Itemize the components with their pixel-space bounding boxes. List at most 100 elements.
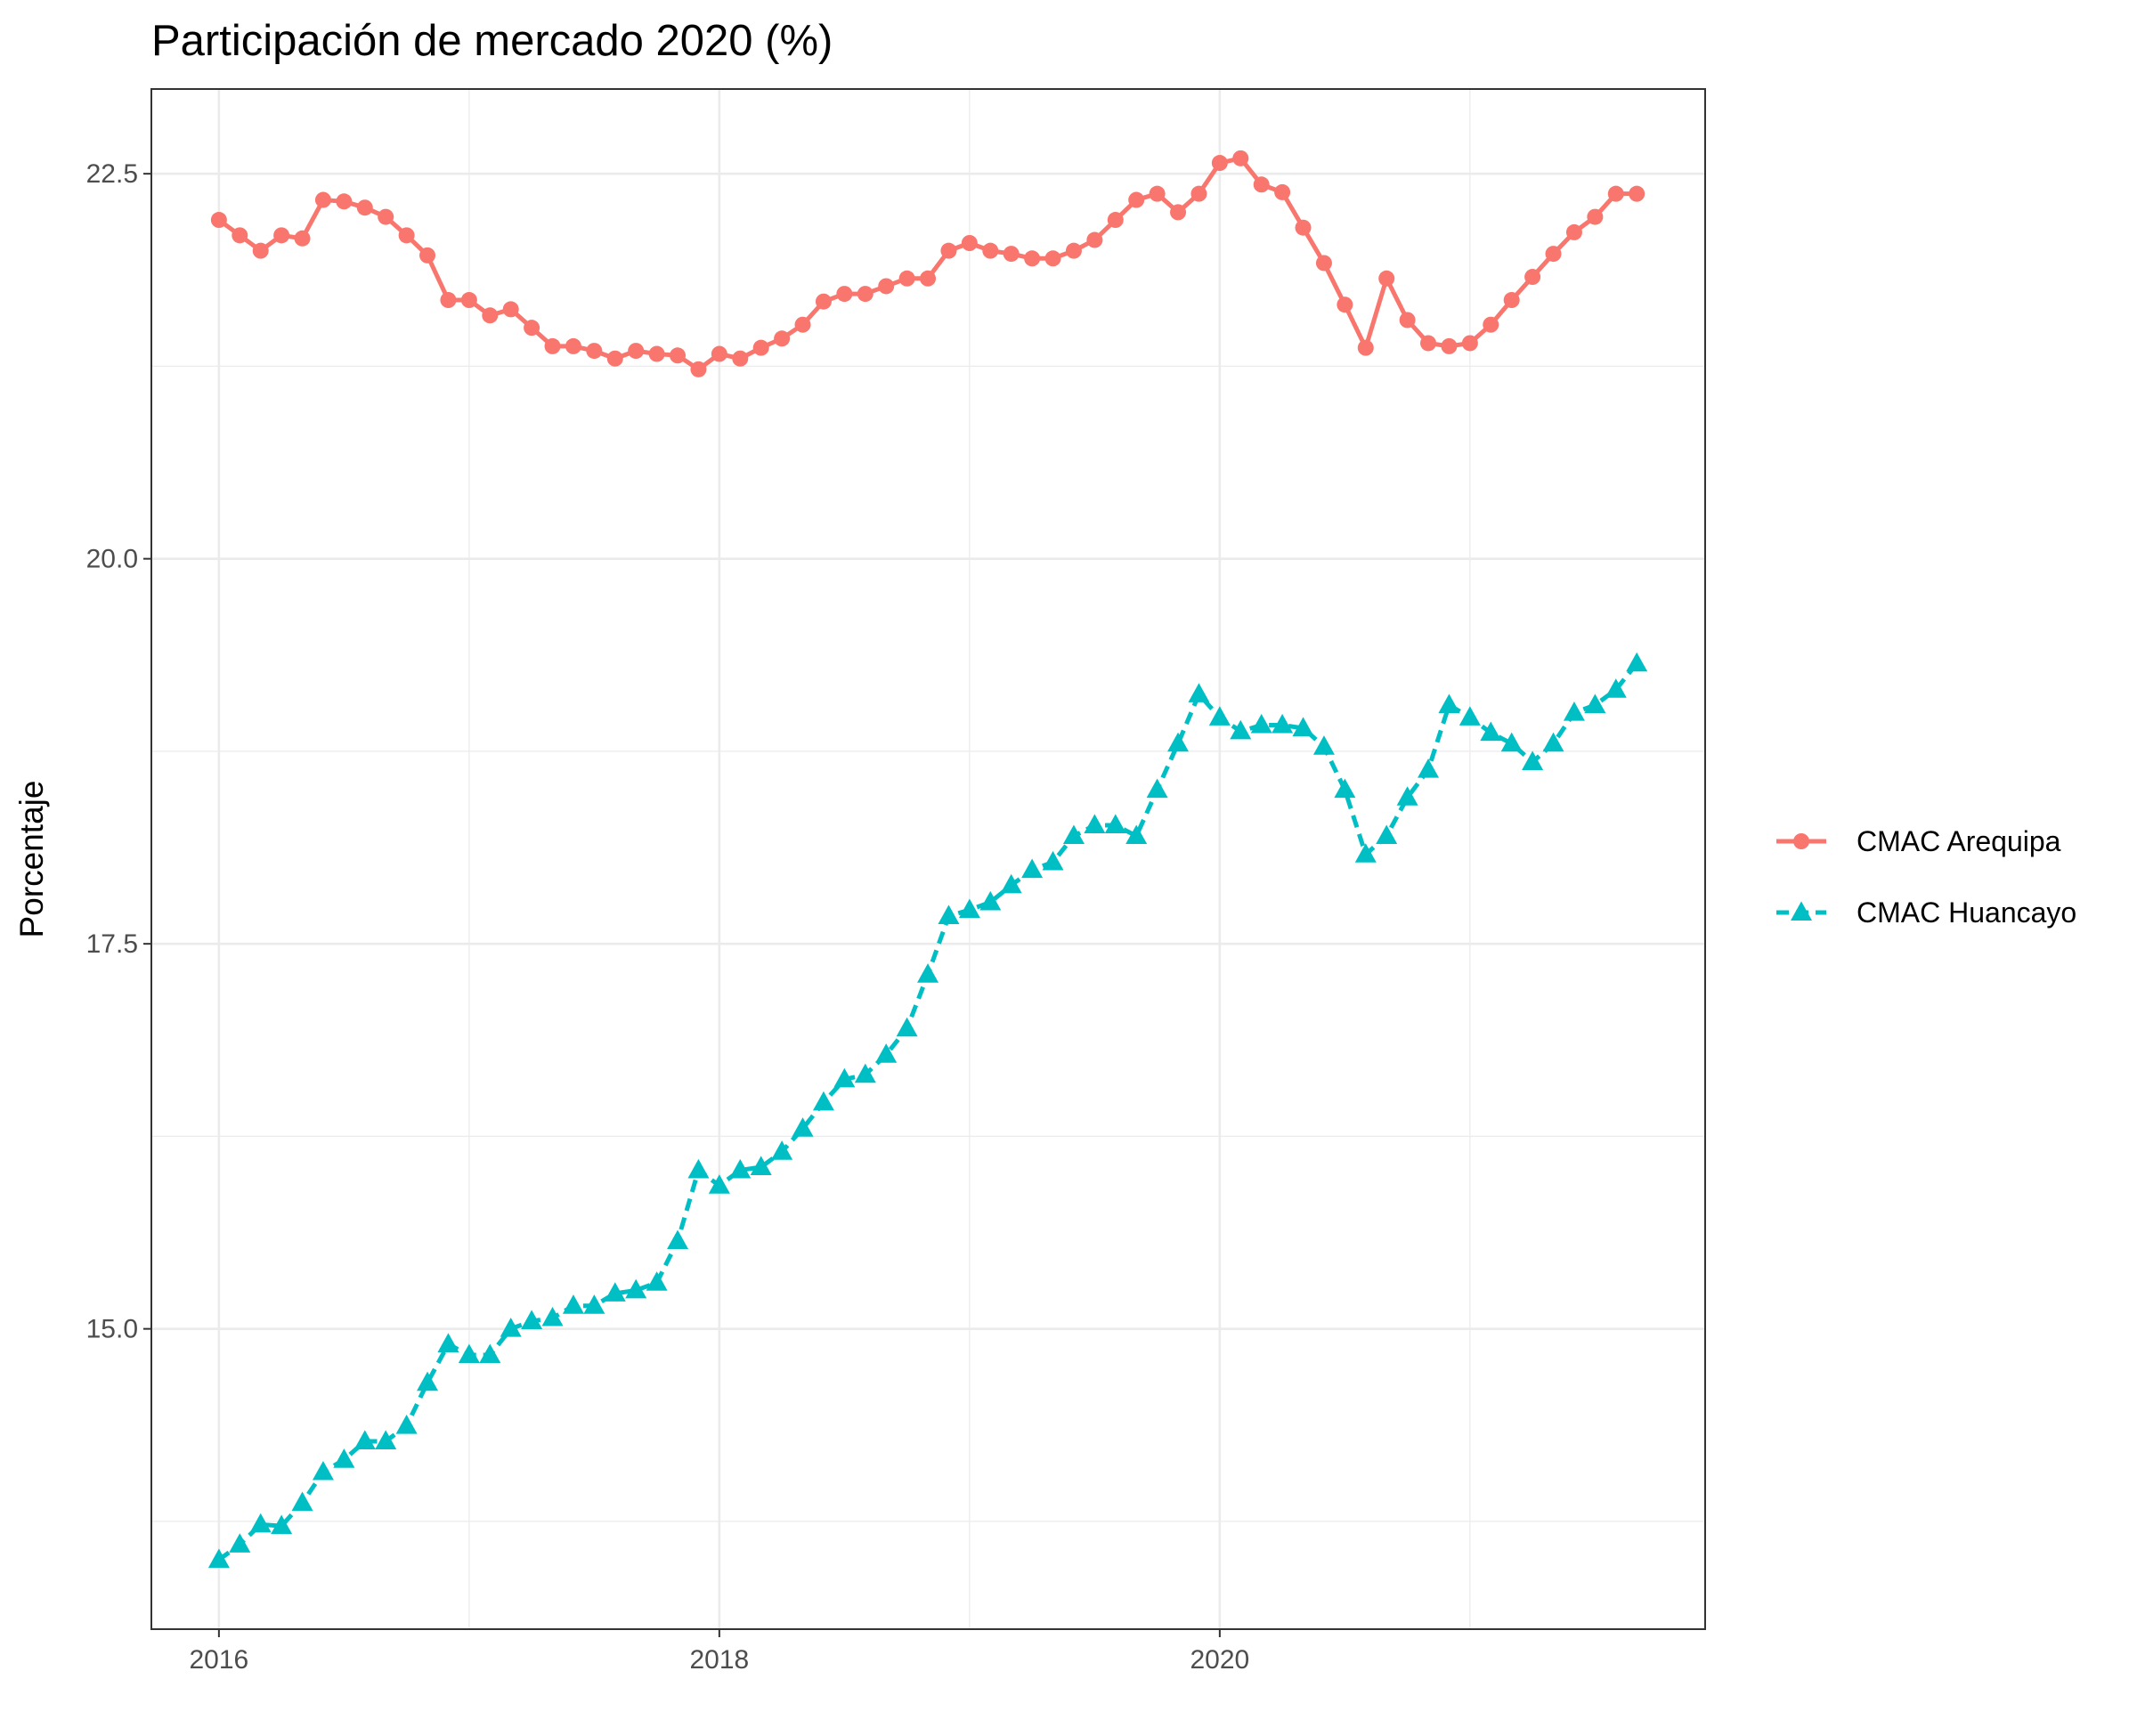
data-point xyxy=(1418,758,1440,778)
data-point xyxy=(544,337,561,354)
data-point xyxy=(1021,858,1044,879)
data-point xyxy=(940,242,957,259)
data-point xyxy=(336,193,353,210)
data-point xyxy=(291,1491,313,1512)
data-point xyxy=(1357,339,1374,356)
data-point xyxy=(583,1294,605,1314)
data-point xyxy=(541,1306,564,1326)
data-point xyxy=(1146,778,1168,799)
data-point xyxy=(648,345,665,362)
data-point xyxy=(1042,850,1064,871)
y-tick-label: 20.0 xyxy=(86,545,138,574)
data-point xyxy=(854,1063,876,1083)
data-point xyxy=(896,1017,918,1037)
data-point xyxy=(794,316,811,333)
data-point xyxy=(917,963,939,983)
data-point xyxy=(1250,713,1272,734)
data-point xyxy=(938,905,960,925)
data-point xyxy=(521,1310,543,1329)
data-point xyxy=(1253,176,1270,193)
data-point xyxy=(314,191,331,208)
data-point xyxy=(356,199,373,216)
data-point xyxy=(920,270,937,287)
data-point xyxy=(1188,683,1210,702)
data-point xyxy=(229,1533,251,1553)
y-tick-label: 17.5 xyxy=(86,929,138,959)
data-point xyxy=(395,1415,418,1434)
data-point xyxy=(1190,185,1207,202)
data-point xyxy=(670,347,687,364)
panel-border xyxy=(150,88,1706,1630)
legend-label: CMAC Arequipa xyxy=(1857,825,2061,857)
data-point xyxy=(812,1091,834,1111)
data-point xyxy=(857,286,873,303)
data-point xyxy=(1128,191,1145,208)
data-point xyxy=(1565,223,1582,240)
data-point xyxy=(898,270,915,287)
data-point xyxy=(252,242,269,259)
data-point xyxy=(1524,269,1541,286)
data-point xyxy=(690,361,707,377)
data-point xyxy=(1587,208,1604,225)
data-point xyxy=(1272,713,1294,734)
data-point xyxy=(979,890,1002,911)
data-point xyxy=(1399,312,1416,329)
data-point xyxy=(460,292,477,309)
data-point xyxy=(1607,185,1624,202)
data-point xyxy=(1003,246,1020,263)
data-point xyxy=(479,1343,501,1364)
data-point xyxy=(1024,250,1041,267)
y-tick-label: 15.0 xyxy=(86,1315,138,1344)
data-point xyxy=(232,227,248,244)
data-point xyxy=(1626,652,1648,672)
data-point xyxy=(312,1460,334,1480)
data-point xyxy=(1292,717,1314,736)
data-point xyxy=(1420,335,1437,352)
data-point xyxy=(1107,212,1124,229)
data-point xyxy=(1312,735,1335,755)
data-point xyxy=(1503,292,1520,309)
data-point xyxy=(1545,246,1562,263)
data-point xyxy=(273,227,290,244)
data-point xyxy=(878,278,895,295)
data-point xyxy=(1461,335,1478,352)
data-point xyxy=(1062,824,1085,845)
data-point xyxy=(586,343,603,360)
data-point xyxy=(1605,678,1627,698)
data-point xyxy=(1104,814,1126,833)
series-cmac-huancayo xyxy=(207,652,1648,1569)
series-cmac-arequipa xyxy=(210,150,1645,377)
data-point xyxy=(1563,702,1585,721)
data-point xyxy=(1584,694,1606,713)
data-point xyxy=(1354,843,1377,863)
data-point xyxy=(667,1229,689,1250)
data-point xyxy=(833,1067,856,1088)
data-point xyxy=(502,301,519,318)
data-point xyxy=(1629,185,1645,202)
data-point xyxy=(625,1278,647,1299)
data-point xyxy=(604,1282,626,1302)
data-point xyxy=(1438,694,1460,713)
data-point xyxy=(732,350,749,367)
data-point xyxy=(1167,732,1190,752)
data-point xyxy=(750,1156,772,1175)
legend: CMAC Arequipa CMAC Huancayo xyxy=(1776,825,2076,929)
data-point xyxy=(1337,296,1353,313)
data-point xyxy=(437,1333,459,1352)
data-point xyxy=(1000,873,1022,894)
data-point xyxy=(440,292,457,309)
data-point xyxy=(458,1343,480,1364)
data-point xyxy=(646,1271,668,1291)
data-point xyxy=(1459,706,1481,726)
data-point xyxy=(1378,270,1395,287)
data-point xyxy=(500,1318,522,1337)
data-point xyxy=(419,247,436,264)
chart-title: Participación de mercado 2020 (%) xyxy=(151,17,833,65)
data-point xyxy=(378,208,394,225)
data-point xyxy=(1125,824,1148,845)
data-point xyxy=(729,1158,752,1179)
data-point xyxy=(711,345,727,362)
data-point xyxy=(1086,231,1103,248)
data-point xyxy=(774,330,791,347)
data-point xyxy=(708,1174,730,1194)
